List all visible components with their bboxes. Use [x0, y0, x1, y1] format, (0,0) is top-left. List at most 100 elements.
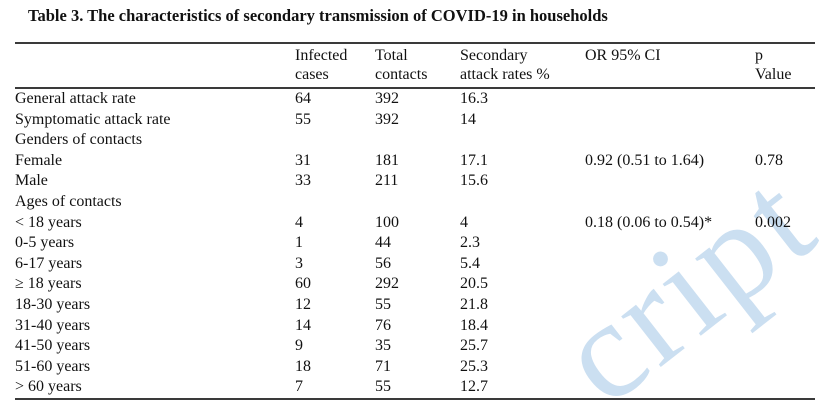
total-contacts-cell: 292	[375, 275, 399, 293]
row-label-cell: < 18 years	[15, 213, 82, 231]
row-label-cell: 0-5 years	[15, 234, 75, 252]
infected-cases-cell: 18	[295, 357, 311, 375]
p-value-cell	[755, 171, 815, 192]
total-contacts-cell	[375, 130, 460, 151]
or-ci-cell	[585, 233, 755, 254]
p-value-cell	[755, 130, 815, 151]
total-contacts-cell: 211	[375, 172, 399, 190]
table-row: 51-60 years 18 71 25.3	[15, 357, 815, 378]
or-ci-cell	[585, 171, 755, 192]
secondary-attack-rate-cell: 20.5	[460, 275, 488, 293]
secondary-attack-rate-cell: 25.7	[460, 337, 488, 355]
p-value-cell	[755, 88, 815, 110]
characteristics-table: Infected cases Total contacts Secondary …	[15, 42, 815, 400]
infected-cases-cell: 14	[295, 316, 311, 334]
or-ci-cell	[585, 110, 755, 131]
table-title: Table 3. The characteristics of secondar…	[28, 6, 608, 25]
row-label-cell: 51-60 years	[15, 357, 91, 375]
p-value-cell	[755, 336, 815, 357]
secondary-attack-rate-cell	[460, 130, 585, 151]
secondary-attack-rate-cell: 5.4	[460, 254, 480, 272]
or-ci-cell: 0.18 (0.06 to 0.54)*	[585, 213, 713, 231]
table-row: > 60 years 7 55 12.7	[15, 377, 815, 400]
infected-cases-cell: 7	[295, 377, 375, 400]
p-value-cell	[755, 233, 815, 254]
p-value-cell	[755, 110, 815, 131]
p-value-cell	[755, 377, 815, 400]
total-contacts-cell: 392	[375, 90, 399, 107]
infected-cases-cell: 9	[295, 337, 303, 355]
table-row: ≥ 18 years 60 292 20.5	[15, 274, 815, 295]
secondary-attack-rate-cell: 18.4	[460, 316, 488, 334]
row-label-cell: Genders of contacts	[15, 131, 143, 149]
row-label-cell: 18-30 years	[15, 295, 91, 313]
or-ci-cell	[585, 295, 755, 316]
or-ci-cell	[585, 316, 755, 337]
secondary-attack-rate-cell: 21.8	[460, 295, 488, 313]
secondary-attack-rate-cell	[460, 192, 585, 213]
p-value-cell: 0.002	[755, 213, 791, 231]
table-row: General attack rate 64 392 16.3	[15, 88, 815, 110]
row-label-cell: General attack rate	[15, 90, 136, 107]
infected-cases-cell: 12	[295, 295, 311, 313]
secondary-attack-rate-cell: 14	[460, 110, 476, 128]
total-contacts-cell	[375, 192, 460, 213]
header-secondary-attack-rates: Secondary attack rates %	[460, 43, 585, 89]
secondary-attack-rate-cell: 12.7	[460, 377, 585, 400]
total-contacts-cell: 181	[375, 151, 399, 169]
table-row: 0-5 years 1 44 2.3	[15, 233, 815, 254]
total-contacts-cell: 56	[375, 254, 391, 272]
or-ci-cell	[585, 192, 755, 213]
infected-cases-cell: 55	[295, 110, 311, 128]
table-body: General attack rate 64 392 16.3 Symptoma…	[15, 88, 815, 400]
infected-cases-cell: 60	[295, 275, 311, 293]
p-value-cell	[755, 295, 815, 316]
total-contacts-cell: 55	[375, 295, 391, 313]
row-label-cell: Female	[15, 151, 63, 169]
header-row: Infected cases Total contacts Secondary …	[15, 43, 815, 89]
table-row: 31-40 years 14 76 18.4	[15, 316, 815, 337]
table-row: Male 33 211 15.6	[15, 171, 815, 192]
or-ci-cell	[585, 88, 755, 110]
p-value-cell	[755, 192, 815, 213]
row-label-cell: 41-50 years	[15, 337, 91, 355]
row-label-cell: Male	[15, 172, 48, 190]
secondary-attack-rate-cell: 2.3	[460, 234, 480, 252]
table-header: Infected cases Total contacts Secondary …	[15, 43, 815, 89]
total-contacts-cell: 392	[375, 110, 399, 128]
header-total-contacts: Total contacts	[375, 43, 460, 89]
table-row: < 18 years 4 100 4 0.18 (0.06 to 0.54)* …	[15, 213, 815, 234]
table-row: 41-50 years 9 35 25.7	[15, 336, 815, 357]
infected-cases-cell: 31	[295, 151, 311, 169]
or-ci-cell: 0.92 (0.51 to 1.64)	[585, 151, 705, 169]
infected-cases-cell: 64	[295, 90, 311, 107]
row-label-cell: 31-40 years	[15, 316, 91, 334]
row-label-cell: Symptomatic attack rate	[15, 110, 171, 128]
header-label-column	[15, 43, 295, 89]
infected-cases-cell: 4	[295, 213, 303, 231]
infected-cases-cell	[295, 130, 375, 151]
total-contacts-cell: 55	[375, 377, 460, 400]
secondary-attack-rate-cell: 4	[460, 213, 468, 231]
table-row: 18-30 years 12 55 21.8	[15, 295, 815, 316]
table-row: Female 31 181 17.1 0.92 (0.51 to 1.64) 0…	[15, 151, 815, 172]
table-row: Symptomatic attack rate 55 392 14	[15, 110, 815, 131]
or-ci-cell	[585, 254, 755, 275]
table-row: 6-17 years 3 56 5.4	[15, 254, 815, 275]
infected-cases-cell: 3	[295, 254, 303, 272]
or-ci-cell	[585, 336, 755, 357]
table-row: Genders of contacts	[15, 130, 815, 151]
p-value-cell: 0.78	[755, 151, 783, 169]
secondary-attack-rate-cell: 15.6	[460, 172, 488, 190]
row-label-cell: 6-17 years	[15, 254, 83, 272]
secondary-attack-rate-cell: 16.3	[460, 90, 488, 107]
or-ci-cell	[585, 274, 755, 295]
p-value-cell	[755, 357, 815, 378]
secondary-attack-rate-cell: 25.3	[460, 357, 488, 375]
or-ci-cell	[585, 377, 755, 400]
total-contacts-cell: 44	[375, 234, 391, 252]
infected-cases-cell: 1	[295, 234, 303, 252]
infected-cases-cell	[295, 192, 375, 213]
header-or-95-ci: OR 95% CI	[585, 43, 755, 89]
